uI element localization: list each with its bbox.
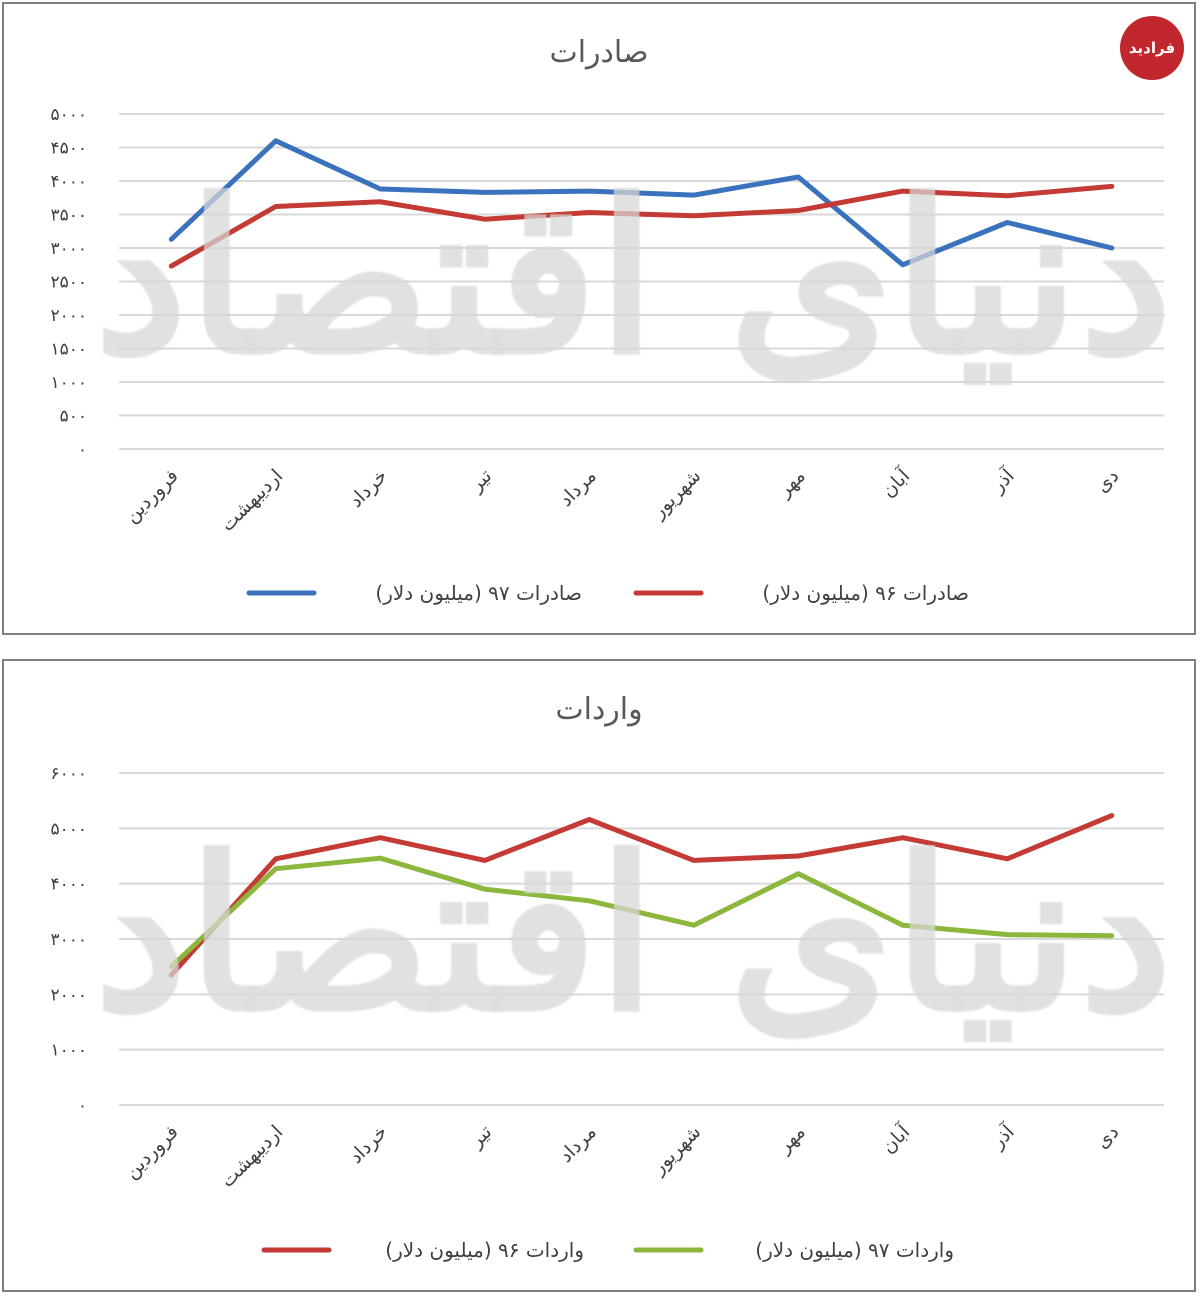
y-tick-label: ۳۵۰۰ bbox=[50, 206, 87, 226]
y-tick-label: ۰ bbox=[78, 1096, 87, 1116]
x-tick-label: شهریور bbox=[647, 1121, 705, 1179]
x-tick-label: خرداد bbox=[345, 1121, 392, 1168]
y-tick-label: ۵۰۰۰ bbox=[50, 105, 87, 125]
x-tick-label: اردیبهشت bbox=[216, 1121, 287, 1192]
exports-chart: صادرات ۰ ۵۰۰ ۱۰۰۰ ۱۵۰۰ ۲۰۰۰ ۲۵۰۰ ۳۰۰۰ ۳۵۰۰ ۴۰۰۰ ۴۵… bbox=[50, 35, 1164, 605]
x-tick-label: آذر bbox=[985, 1119, 1019, 1153]
exports-chart-panel: صادرات ۰ ۵۰۰ ۱۰۰۰ ۱۵۰۰ ۲۰۰۰ ۲۵۰۰ ۳۰۰۰ ۳۵۰۰ ۴۰۰۰ ۴۵… bbox=[2, 2, 1196, 635]
legend-label: صادرات ۹۶ (میلیون دلار) bbox=[762, 581, 969, 605]
x-tick-label: دی bbox=[1091, 1121, 1123, 1153]
y-tick-label: ۲۰۰۰ bbox=[50, 985, 87, 1005]
y-tick-label: ۴۵۰۰ bbox=[50, 139, 87, 159]
x-tick-label: اردیبهشت bbox=[216, 465, 287, 536]
y-tick-label: ۳۰۰۰ bbox=[50, 930, 87, 950]
x-tick-label: دی bbox=[1091, 465, 1123, 497]
imports-chart: واردات ۰ ۱۰۰۰ ۲۰۰۰ ۳۰۰۰ ۴۰۰۰ ۵۰۰۰ ۶۰۰۰ فروردین ار… bbox=[50, 692, 1164, 1262]
x-tick-label: آبان bbox=[876, 1119, 915, 1158]
chart-title: صادرات bbox=[549, 35, 648, 70]
y-tick-label: ۶۰۰۰ bbox=[50, 764, 87, 784]
legend-label: صادرات ۹۷ (میلیون دلار) bbox=[375, 581, 582, 605]
y-tick-label: ۰ bbox=[78, 440, 87, 460]
series-line-1 bbox=[168, 855, 1115, 970]
y-tick-label: ۲۵۰۰ bbox=[50, 273, 87, 293]
x-tick-label: مرداد bbox=[555, 1121, 601, 1167]
legend-label: واردات ۹۷ (میلیون دلار) bbox=[755, 1238, 954, 1262]
x-tick-label: مرداد bbox=[555, 465, 601, 511]
series-line-1 bbox=[168, 183, 1115, 269]
y-tick-label: ۴۰۰۰ bbox=[50, 172, 87, 192]
y-tick-label: ۲۰۰۰ bbox=[50, 306, 87, 326]
x-tick-label: آذر bbox=[985, 463, 1019, 497]
x-tick-label: تیر bbox=[465, 465, 496, 496]
x-tick-label: مهر bbox=[773, 1121, 810, 1158]
y-tick-label: ۱۰۰۰ bbox=[50, 373, 87, 393]
x-tick-label: شهریور bbox=[647, 465, 705, 523]
series-line-0 bbox=[168, 813, 1115, 978]
x-tick-label: خرداد bbox=[345, 465, 392, 512]
x-tick-label: آبان bbox=[876, 463, 915, 502]
x-tick-label: فروردین bbox=[120, 465, 182, 527]
legend-label: واردات ۹۶ (میلیون دلار) bbox=[385, 1238, 584, 1262]
faradeed-logo: فرادید bbox=[1120, 16, 1184, 80]
y-tick-label: ۱۵۰۰ bbox=[50, 340, 87, 360]
chart-title: واردات bbox=[555, 692, 642, 727]
y-tick-label: ۱۰۰۰ bbox=[50, 1041, 87, 1061]
y-tick-label: ۵۰۰ bbox=[60, 407, 87, 427]
imports-chart-panel: واردات ۰ ۱۰۰۰ ۲۰۰۰ ۳۰۰۰ ۴۰۰۰ ۵۰۰۰ ۶۰۰۰ فروردین ار… bbox=[2, 659, 1196, 1292]
x-tick-label: فروردین bbox=[120, 1121, 182, 1183]
series-line-0 bbox=[168, 138, 1115, 268]
y-tick-label: ۳۰۰۰ bbox=[50, 239, 87, 259]
y-tick-label: ۴۰۰۰ bbox=[50, 875, 87, 895]
x-tick-label: مهر bbox=[773, 465, 810, 502]
y-tick-label: ۵۰۰۰ bbox=[50, 819, 87, 839]
x-tick-label: تیر bbox=[465, 1121, 496, 1152]
